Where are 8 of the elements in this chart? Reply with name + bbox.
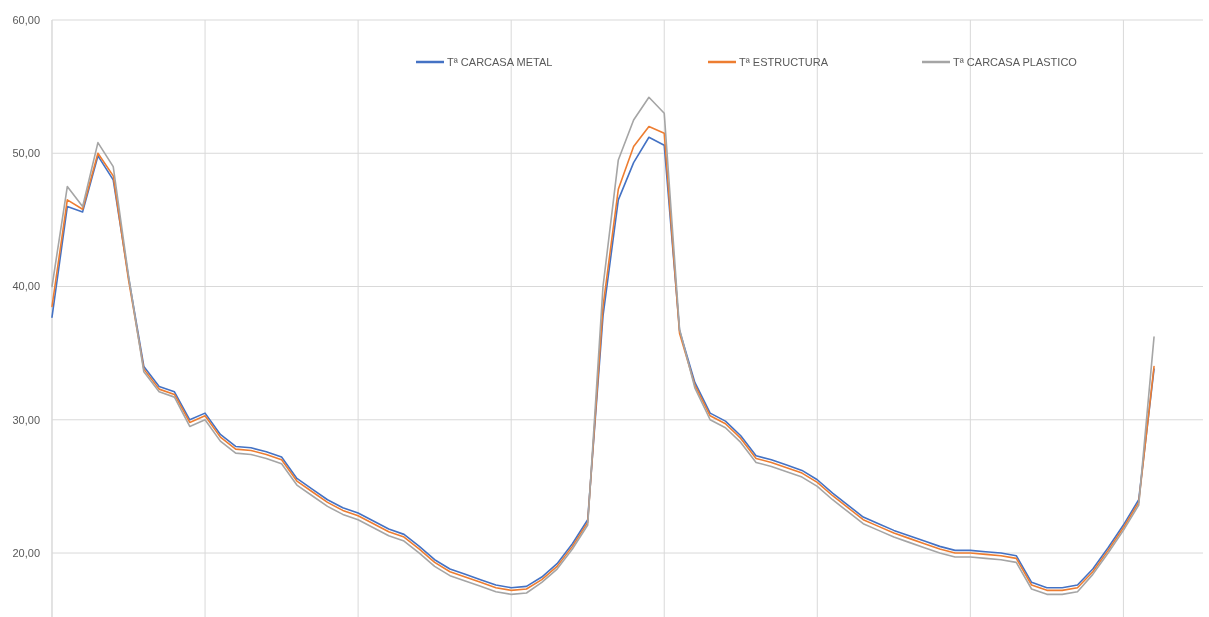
y-tick-label: 60,00 <box>12 13 40 26</box>
legend-label: Tª CARCASA PLASTICO <box>953 55 1078 68</box>
y-tick-label: 20,00 <box>12 546 40 559</box>
legend-label: Tª ESTRUCTURA <box>739 55 829 68</box>
legend-label: Tª CARCASA METAL <box>447 55 553 68</box>
y-tick-label: 40,00 <box>12 280 40 293</box>
y-tick-label: 30,00 <box>12 413 40 426</box>
y-tick-label: 50,00 <box>12 147 40 160</box>
